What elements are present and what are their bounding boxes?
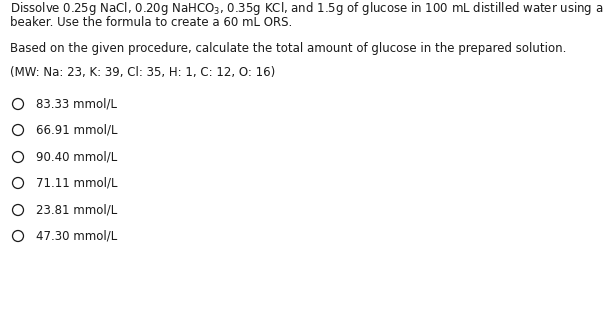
Text: 90.40 mmol/L: 90.40 mmol/L [36,150,117,164]
Text: Dissolve 0.25g NaCl, 0.20g NaHCO$_3$, 0.35g KCl, and 1.5g of glucose in 100 mL d: Dissolve 0.25g NaCl, 0.20g NaHCO$_3$, 0.… [10,0,606,17]
Text: 66.91 mmol/L: 66.91 mmol/L [36,124,117,137]
Text: 83.33 mmol/L: 83.33 mmol/L [36,98,116,110]
Text: 71.11 mmol/L: 71.11 mmol/L [36,176,117,190]
Text: 23.81 mmol/L: 23.81 mmol/L [36,204,117,216]
Text: (MW: Na: 23, K: 39, Cl: 35, H: 1, C: 12, O: 16): (MW: Na: 23, K: 39, Cl: 35, H: 1, C: 12,… [10,66,275,79]
Text: beaker. Use the formula to create a 60 mL ORS.: beaker. Use the formula to create a 60 m… [10,16,292,29]
Text: Based on the given procedure, calculate the total amount of glucose in the prepa: Based on the given procedure, calculate … [10,42,567,55]
Text: 47.30 mmol/L: 47.30 mmol/L [36,230,117,242]
